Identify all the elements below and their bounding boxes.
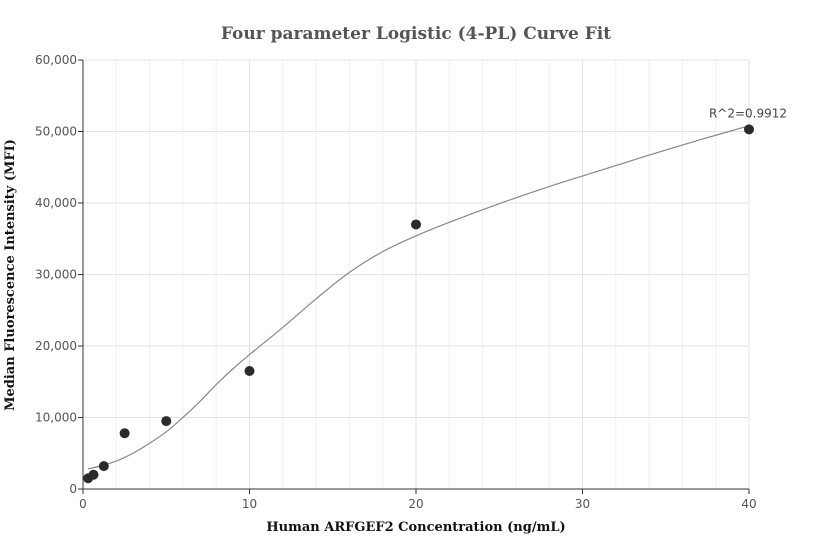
y-tick-label: 60,000: [35, 53, 77, 67]
fit-curve: [87, 125, 750, 470]
y-tick-label: 50,000: [35, 125, 77, 139]
grid: [83, 59, 750, 489]
y-tick-label: 10,000: [35, 411, 77, 425]
x-tick-label: 30: [575, 497, 590, 511]
x-tick-label: 10: [242, 497, 257, 511]
r-squared-annotation: R^2=0.9912: [709, 106, 787, 120]
fit-curve-layer: [87, 125, 750, 470]
data-point: [244, 366, 255, 377]
y-tick-label: 40,000: [35, 196, 77, 210]
y-tick-label: 30,000: [35, 268, 77, 282]
axes: 0 10,000 20,000 30,000 40,000 50,000 60,000 0 10…: [35, 53, 757, 511]
y-tick-label: 0: [69, 482, 77, 496]
data-point: [161, 416, 172, 427]
data-point: [744, 124, 754, 135]
data-points: [83, 124, 754, 484]
data-point: [88, 469, 99, 480]
x-axis-label: Human ARFGEF2 Concentration (ng/mL): [266, 520, 565, 535]
chart-title: Four parameter Logistic (4-PL) Curve Fit: [221, 24, 611, 44]
y-tick-label: 20,000: [35, 339, 77, 353]
data-point: [119, 428, 130, 439]
y-axis-label: Median Fluorescence Intensity (MFI): [3, 139, 18, 411]
data-point: [98, 461, 109, 472]
x-tick-label: 40: [741, 497, 756, 511]
data-point: [411, 219, 421, 230]
x-tick-label: 20: [408, 497, 423, 511]
x-tick-label: 0: [79, 497, 87, 511]
